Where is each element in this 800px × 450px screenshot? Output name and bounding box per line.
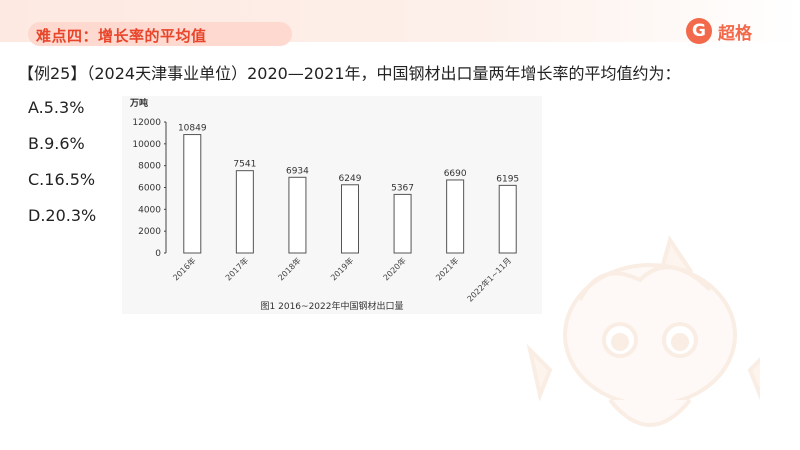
bar [393,193,412,254]
logo-text: 超格 [718,23,752,44]
x-tick-label: 2021年 [433,255,460,282]
brand-logo: G 超格 [686,16,786,46]
bar-data-label: 6195 [496,174,519,184]
x-tick-label: 2019年 [328,255,355,282]
header-pill [28,22,292,46]
x-tick-label: 2018年 [276,255,303,282]
y-tick-label: 10000 [132,140,161,150]
y-tick-label: 2000 [138,227,161,237]
y-tick-label: 6000 [138,184,161,194]
bar-data-label: 7541 [233,160,256,170]
x-tick-label: 2017年 [223,255,250,282]
bar [183,134,202,254]
bar-data-label: 5367 [391,183,414,193]
bar [498,184,517,254]
logo-icon: G [686,18,712,44]
option-a[interactable]: A.5.3% [28,98,85,117]
bar-data-label: 6690 [444,169,467,179]
x-tick-label: 2020年 [381,255,408,282]
bar [288,176,307,254]
bar-data-label: 6934 [286,166,309,176]
chart-title: 图1 2016~2022年中国钢材出口量 [261,300,404,312]
y-tick-label: 0 [155,249,161,259]
option-d[interactable]: D.20.3% [28,206,97,225]
x-tick-label: 2016年 [171,255,198,282]
y-tick-label: 4000 [138,205,161,215]
y-axis-unit: 万吨 [129,97,148,109]
bar [341,184,359,254]
mascot-unicorn-icon [526,235,760,427]
bar-chart: 万吨 0 2000 4000 6000 8000 10000 12000 10849 7541… [129,97,519,312]
bar [235,170,254,254]
option-c[interactable]: C.16.5% [28,170,96,189]
x-tick-label: 2022年1~11月 [465,255,513,303]
bar-data-label: 10849 [178,124,207,134]
option-b[interactable]: B.9.6% [28,134,85,153]
question-text: 【例25】（2024天津事业单位）2020—2021年，中国钢材出口量两年增长率… [18,64,681,83]
bar [446,179,465,254]
y-tick-label: 12000 [132,118,161,128]
bar-data-label: 6249 [339,174,362,184]
y-tick-label: 8000 [138,162,161,172]
page-title: 难点四：增长率的平均值 [36,27,207,45]
chart-card: 万吨 0 2000 4000 6000 8000 10000 12000 10849 7541… [122,96,542,314]
